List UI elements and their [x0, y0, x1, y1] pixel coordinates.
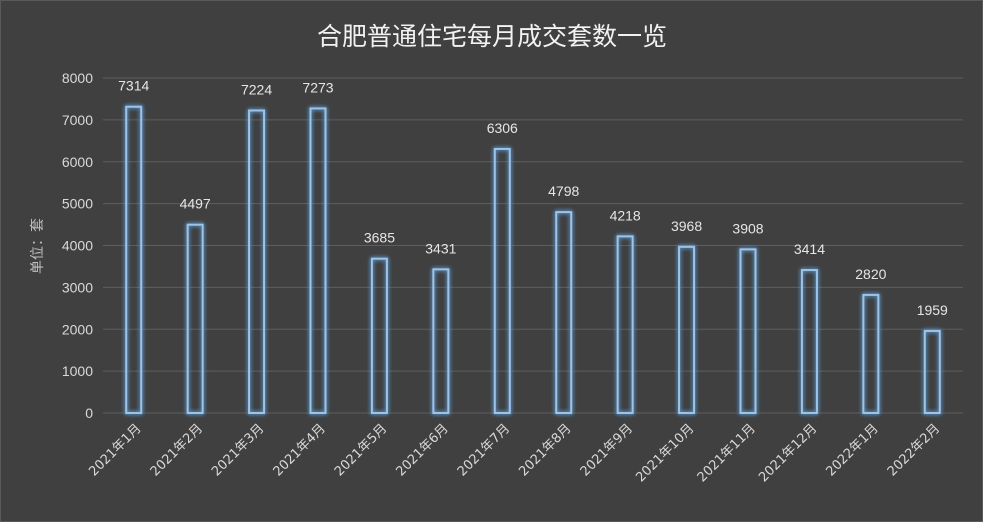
x-tick-label: 2021年12月 — [756, 421, 820, 485]
bar — [186, 223, 204, 414]
x-tick-label: 2021年11月 — [695, 421, 759, 485]
y-tick-label: 7000 — [62, 112, 93, 128]
x-tick-label: 2021年7月 — [455, 421, 513, 479]
y-tick-label: 3000 — [62, 279, 93, 295]
data-label: 3908 — [732, 220, 763, 236]
data-label: 6306 — [487, 120, 518, 136]
x-tick-label: 2021年4月 — [271, 421, 329, 479]
x-tick-label: 2022年2月 — [885, 421, 943, 479]
x-tick-label: 2021年8月 — [516, 421, 574, 479]
x-tick-label: 2021年6月 — [393, 421, 451, 479]
x-tick-label: 2021年9月 — [578, 421, 636, 479]
bar — [309, 107, 327, 415]
y-tick-label: 4000 — [62, 238, 93, 254]
data-label: 4218 — [610, 207, 641, 223]
gridlines — [103, 77, 963, 414]
data-label: 3414 — [794, 241, 825, 257]
bar — [678, 245, 696, 414]
bar — [432, 268, 450, 414]
y-tick-label: 1000 — [62, 363, 93, 379]
x-tick-label: 2021年1月 — [86, 421, 144, 479]
data-label: 3685 — [364, 230, 395, 246]
x-tick-label: 2022年1月 — [823, 421, 881, 479]
data-labels: 7314 4497 7224 7273 3685 3431 6306 4798 4218 3968… — [118, 78, 948, 318]
x-tick-label: 2021年10月 — [633, 421, 697, 485]
data-label: 1959 — [917, 302, 948, 318]
data-label: 7273 — [302, 79, 333, 95]
y-tick-label: 6000 — [62, 154, 93, 170]
bar — [125, 105, 143, 414]
bar — [616, 235, 634, 414]
data-label: 3968 — [671, 218, 702, 234]
x-tick-label: 2021年5月 — [332, 421, 390, 479]
bar — [370, 257, 388, 414]
data-label: 4798 — [548, 183, 579, 199]
bar — [739, 248, 757, 414]
data-label: 3431 — [425, 240, 456, 256]
bar — [800, 269, 818, 414]
data-label: 7314 — [118, 78, 149, 94]
data-label: 7224 — [241, 81, 272, 97]
chart-title: 合肥普通住宅每月成交套数一览 — [317, 22, 667, 51]
y-tick-label: 2000 — [62, 321, 93, 337]
y-tick-label: 0 — [85, 405, 93, 421]
bar — [248, 109, 266, 415]
y-axis-label: 单位：套 — [30, 218, 46, 274]
bar — [923, 329, 941, 415]
bars — [125, 105, 941, 415]
y-axis-ticks: 0 1000 2000 3000 4000 5000 6000 7000 8000 — [62, 70, 93, 421]
y-tick-label: 5000 — [62, 196, 93, 212]
x-axis-ticks: 2021年1月 2021年2月 2021年3月 2021年4月 2021年5月 2021年… — [86, 421, 943, 485]
bar — [862, 293, 880, 415]
y-tick-label: 8000 — [62, 70, 93, 86]
x-tick-label: 2021年3月 — [209, 421, 267, 479]
bar — [493, 147, 511, 414]
data-label: 2820 — [855, 266, 886, 282]
data-label: 4497 — [180, 196, 211, 212]
x-tick-label: 2021年2月 — [148, 421, 206, 479]
bar — [555, 211, 573, 414]
